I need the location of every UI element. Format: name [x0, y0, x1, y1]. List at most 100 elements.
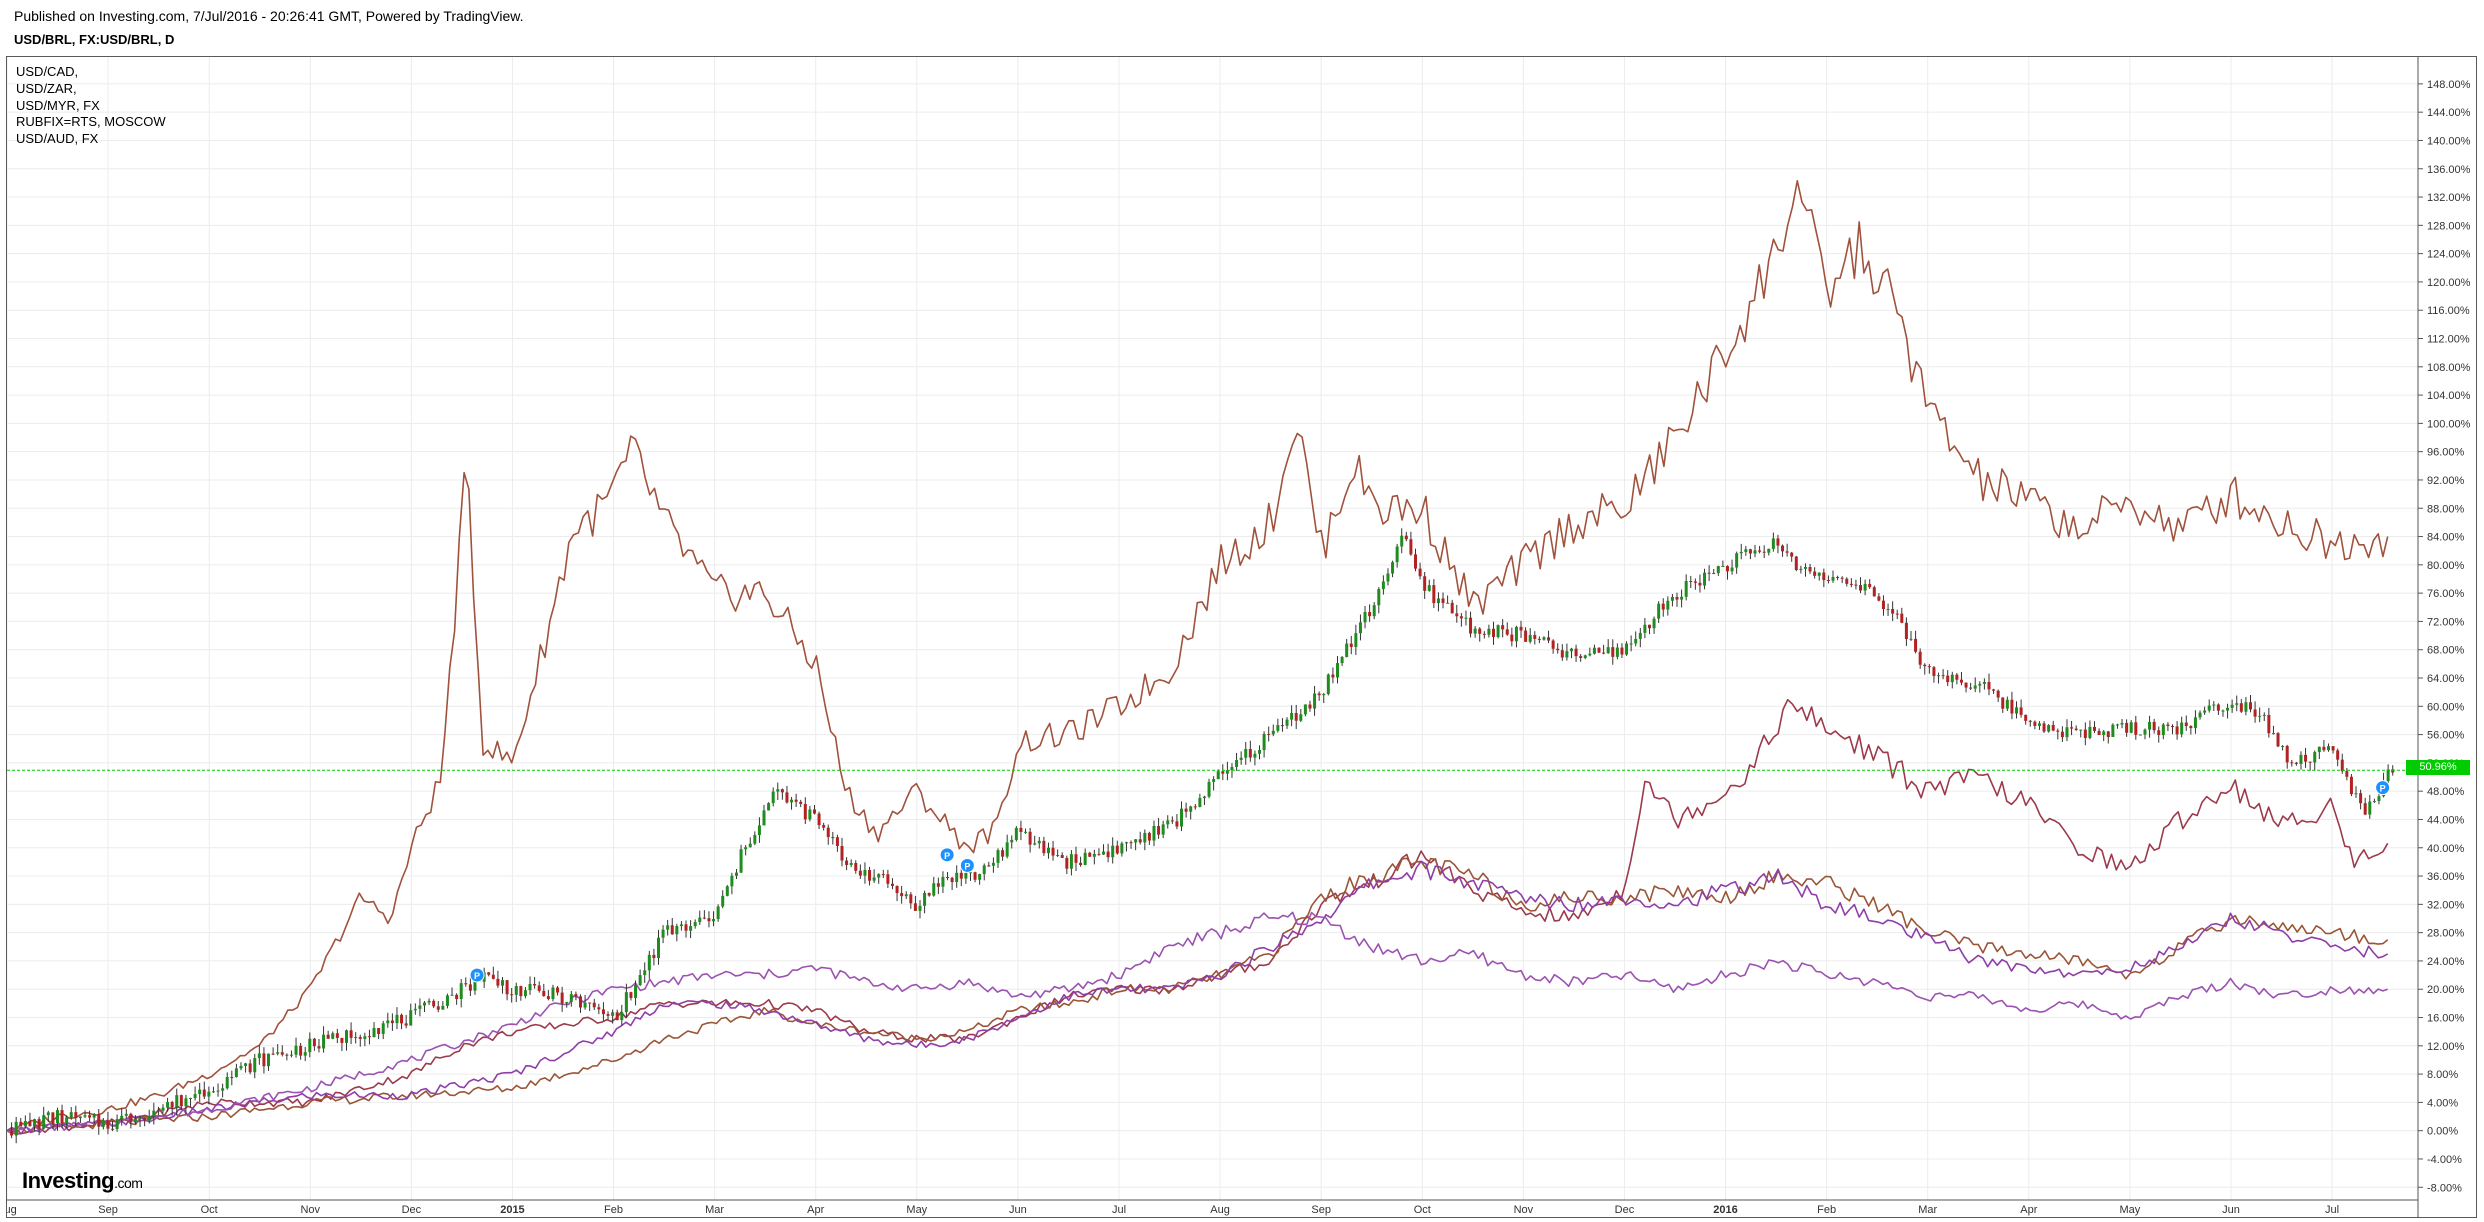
candle-body — [799, 801, 803, 804]
candle-body — [964, 872, 968, 879]
candle-body — [1244, 749, 1248, 758]
candle-body — [849, 863, 853, 865]
candle-body — [175, 1095, 179, 1108]
candle-body — [936, 883, 940, 887]
candle-body — [886, 874, 890, 884]
candle-body — [1134, 839, 1138, 843]
candle-body — [1551, 640, 1555, 649]
candle-body — [890, 883, 894, 886]
candle-body — [2249, 702, 2253, 710]
candle-body — [1918, 651, 1922, 665]
candle-body — [991, 862, 995, 866]
candle-body — [615, 1012, 619, 1021]
candle-body — [1955, 674, 1959, 680]
candle-body — [1790, 552, 1794, 557]
candle-body — [877, 874, 881, 878]
candle-body — [1317, 693, 1321, 696]
y-tick-label: 12.00% — [2427, 1041, 2465, 1053]
candle-body — [2148, 721, 2152, 730]
candle-body — [941, 876, 945, 887]
candle-body — [2184, 722, 2188, 727]
candle-body — [712, 919, 716, 922]
candle-body — [88, 1115, 92, 1118]
candle-body — [1771, 538, 1775, 549]
x-tick-label: Jun — [2222, 1204, 2240, 1216]
candle-body — [2239, 703, 2243, 712]
candle-body — [2290, 762, 2294, 764]
candle-body — [1331, 674, 1335, 678]
candle-body — [1253, 753, 1257, 758]
candle-body — [2079, 729, 2083, 731]
candle-body — [1565, 651, 1569, 658]
candle-body — [2203, 710, 2207, 713]
candle-body — [1689, 581, 1693, 583]
candle-body — [881, 874, 885, 876]
candle-body — [1193, 806, 1197, 808]
candle-body — [1391, 562, 1395, 574]
candle-body — [1358, 622, 1362, 634]
candle-body — [445, 995, 449, 1006]
series-line — [7, 911, 2388, 1135]
candle-body — [1345, 643, 1349, 657]
candle-body — [946, 876, 950, 878]
candle-body — [845, 860, 849, 865]
y-tick-label: 132.00% — [2427, 192, 2471, 204]
chart-plot[interactable]: -8.00% -4.00% 0.00% 4.00% 8.00% 12.00% 16.00% 2… — [7, 57, 2476, 1217]
series-line — [7, 698, 2389, 1135]
candle-body — [2322, 746, 2326, 751]
candle-body — [138, 1118, 142, 1120]
candle-body — [757, 825, 761, 836]
candle-body — [1620, 647, 1624, 655]
candle-body — [1184, 808, 1188, 812]
candle-body — [1514, 626, 1518, 642]
candle-body — [1863, 583, 1867, 591]
candle-body — [2326, 746, 2330, 751]
candle-body — [2125, 722, 2129, 733]
candle-body — [776, 789, 780, 792]
candle-body — [1647, 624, 1651, 629]
candle-body — [996, 850, 1000, 863]
candle-body — [2042, 723, 2046, 732]
candle-body — [1216, 771, 1220, 780]
y-tick-label: 20.00% — [2427, 984, 2465, 996]
candle-body — [1189, 806, 1193, 812]
y-tick-label: 104.00% — [2427, 390, 2471, 402]
candle-body — [1230, 766, 1234, 771]
candle-body — [1427, 585, 1431, 591]
candle-body — [1092, 853, 1096, 857]
candle-body — [909, 894, 913, 904]
candle-body — [1441, 598, 1445, 603]
candle-body — [1469, 617, 1473, 634]
candle-body — [2244, 702, 2248, 712]
candle-body — [1377, 589, 1381, 606]
candle-body — [2391, 769, 2395, 773]
candle-body — [780, 789, 784, 793]
chart-frame[interactable]: -8.00% -4.00% 0.00% 4.00% 8.00% 12.00% 16.00% 2… — [6, 56, 2477, 1218]
candle-body — [1212, 779, 1216, 782]
x-tick-label: 2016 — [1713, 1204, 1737, 1216]
candle-body — [152, 1110, 156, 1117]
candle-body — [1634, 638, 1638, 644]
candle-body — [2065, 727, 2069, 738]
candle-body — [950, 877, 954, 883]
candle-body — [675, 926, 679, 935]
candle-body — [1597, 647, 1601, 653]
y-tick-label: 48.00% — [2427, 786, 2465, 798]
candle-body — [1808, 567, 1812, 572]
x-tick-label: Jun — [1009, 1204, 1027, 1216]
legend-item: USD/CAD, — [16, 64, 79, 79]
candle-body — [1496, 625, 1500, 637]
candle-body — [1115, 845, 1119, 854]
candle-body — [858, 870, 862, 876]
candle-body — [331, 1033, 335, 1039]
candle-body — [1455, 613, 1459, 617]
candle-body — [184, 1098, 188, 1107]
candle-body — [1602, 652, 1606, 654]
candle-body — [1941, 675, 1945, 677]
candle-body — [932, 883, 936, 896]
y-tick-label: 56.00% — [2427, 730, 2465, 742]
candle-body — [679, 924, 683, 927]
candle-body — [2258, 715, 2262, 717]
event-marker-label: P — [964, 861, 970, 871]
candle-body — [808, 809, 812, 820]
